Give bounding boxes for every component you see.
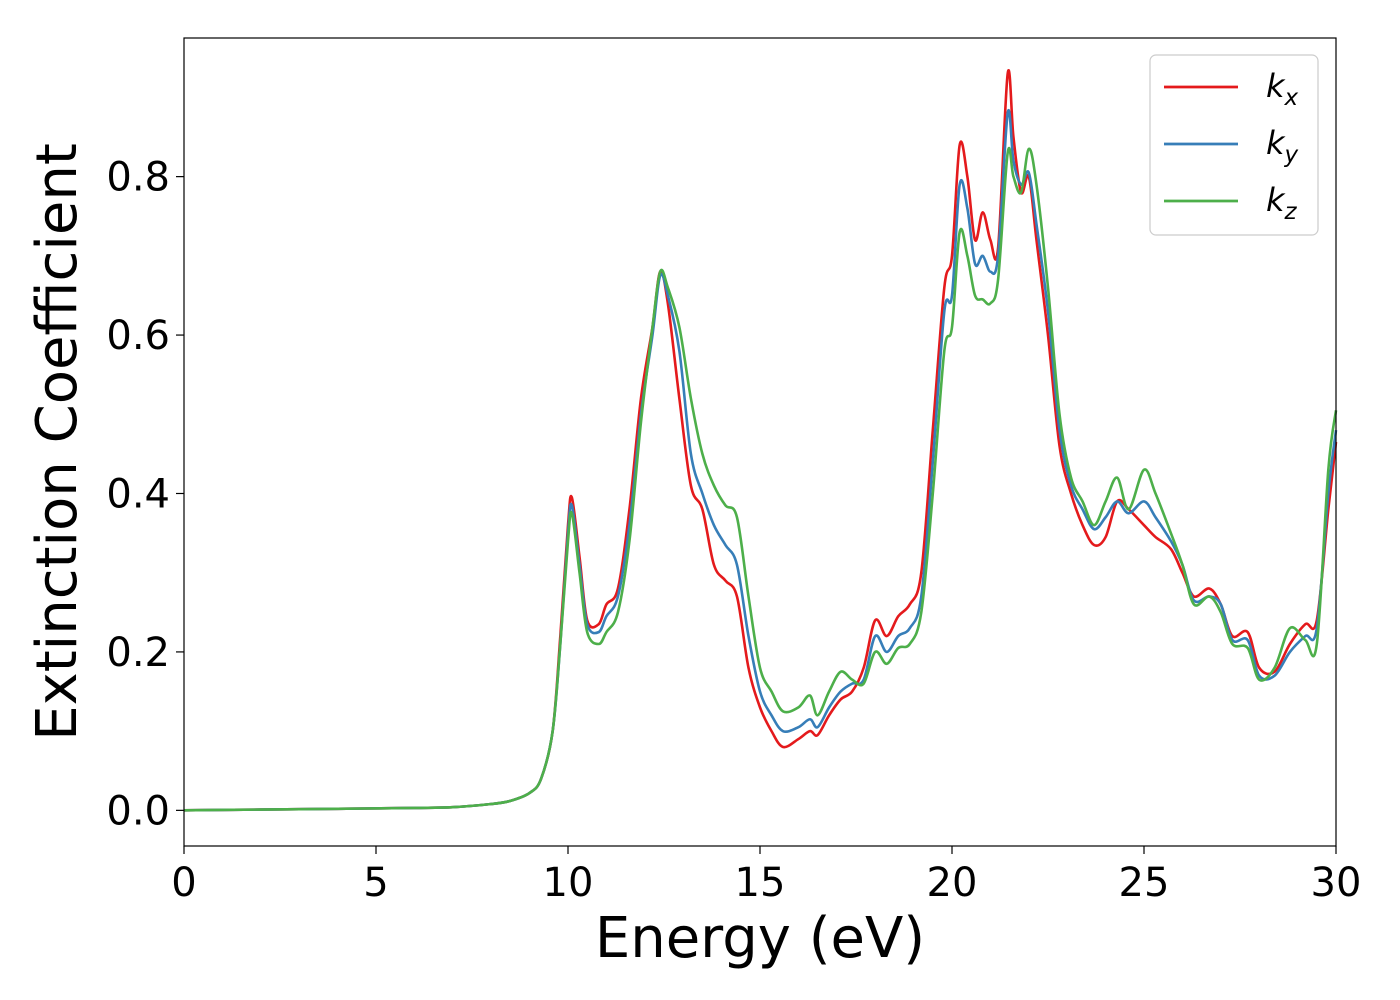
x-tick-label: 25 <box>1119 860 1170 906</box>
y-axis-title: Extinction Coefficient <box>25 143 90 741</box>
x-tick-label: 10 <box>543 860 594 906</box>
y-tick-label: 0.4 <box>106 471 170 517</box>
y-axis: 0.0 0.2 0.4 0.6 0.8 <box>106 155 184 834</box>
x-tick-label: 15 <box>735 860 786 906</box>
legend-label-k-y: ky <box>1266 124 1299 168</box>
x-tick-label: 0 <box>171 860 196 906</box>
y-tick-label: 0.8 <box>106 155 170 201</box>
y-tick-label: 0.6 <box>106 313 170 359</box>
x-tick-label: 5 <box>363 860 388 906</box>
x-axis: 0 5 10 15 20 25 30 <box>171 846 1361 906</box>
x-axis-title: Energy (eV) <box>595 906 925 971</box>
legend-label-k-x: kx <box>1266 67 1299 111</box>
legend-label-k-z: kz <box>1266 181 1298 225</box>
series-layer <box>183 69 1338 812</box>
x-tick-label: 20 <box>927 860 978 906</box>
series-line-k-z <box>183 147 1338 812</box>
y-tick-label: 0.0 <box>106 788 170 834</box>
x-tick-label: 30 <box>1311 860 1362 906</box>
y-tick-label: 0.2 <box>106 630 170 676</box>
legend: kx ky kz <box>1149 54 1319 236</box>
